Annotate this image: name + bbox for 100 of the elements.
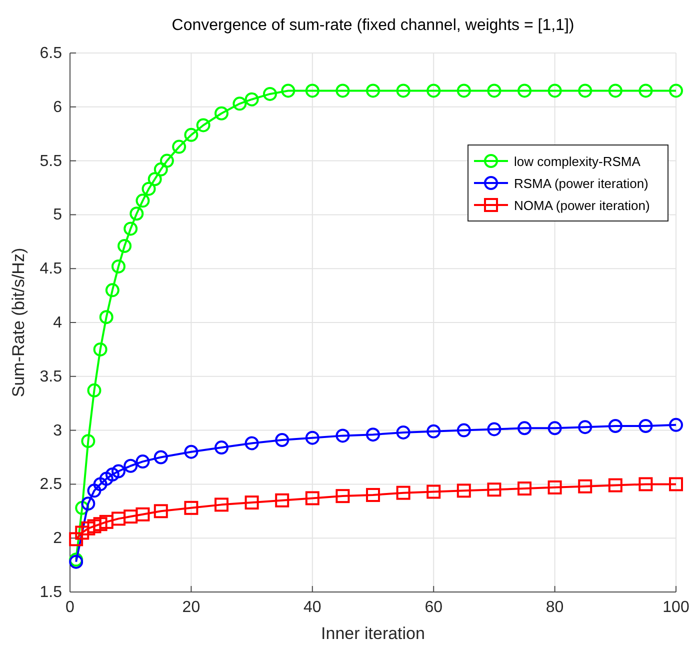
- point: [669, 84, 683, 98]
- point: [136, 194, 150, 208]
- point: [518, 84, 532, 98]
- point: [548, 421, 562, 436]
- point: [548, 84, 562, 98]
- legend-label: low complexity-RSMA: [514, 154, 641, 169]
- point: [118, 238, 132, 253]
- point: [487, 422, 502, 436]
- y-tick-label: 6.5: [40, 45, 62, 62]
- point: [426, 84, 441, 98]
- point: [281, 84, 296, 98]
- point: [244, 496, 259, 510]
- point: [93, 517, 108, 532]
- x-tick-label: 0: [66, 599, 75, 616]
- point: [608, 418, 622, 433]
- point: [305, 491, 320, 506]
- point: [244, 436, 259, 450]
- y-tick-label: 6: [53, 98, 62, 116]
- y-tick-label: 2.5: [40, 476, 62, 494]
- point: [456, 84, 471, 98]
- point: [81, 496, 96, 511]
- point: [99, 514, 114, 529]
- point: [105, 283, 120, 298]
- point: [81, 521, 96, 536]
- point: [111, 464, 126, 478]
- point: [111, 512, 126, 526]
- point: [548, 480, 562, 494]
- point: [608, 84, 622, 98]
- point: [336, 428, 350, 443]
- point: [366, 84, 380, 98]
- legend-label: NOMA (power iteration): [514, 198, 650, 213]
- point: [336, 84, 350, 98]
- point: [669, 477, 683, 492]
- point: [87, 484, 102, 498]
- point: [305, 84, 320, 98]
- y-tick-label: 1.5: [40, 584, 62, 601]
- point: [232, 96, 247, 111]
- point: [275, 493, 290, 508]
- point: [130, 206, 144, 221]
- y-axis-title: Sum-Rate (bit/s/Hz): [9, 248, 28, 398]
- point: [184, 500, 198, 515]
- point: [396, 84, 410, 98]
- point: [638, 84, 653, 98]
- point: [160, 154, 174, 168]
- point: [75, 500, 90, 515]
- point: [456, 484, 471, 498]
- y-tick-label: 3: [53, 422, 62, 440]
- point: [426, 424, 441, 438]
- x-tick-label: 80: [546, 599, 564, 616]
- point: [196, 118, 210, 132]
- point: [518, 421, 532, 436]
- point: [578, 420, 592, 434]
- point: [244, 92, 259, 106]
- point: [136, 454, 150, 469]
- point: [87, 383, 102, 398]
- y-tick-label: 4: [53, 314, 62, 332]
- point: [638, 477, 653, 492]
- point: [608, 478, 622, 492]
- point: [111, 259, 126, 274]
- point: [305, 430, 320, 445]
- point: [456, 423, 471, 438]
- point: [136, 507, 150, 522]
- point: [93, 342, 108, 356]
- y-tick-label: 5: [53, 206, 62, 224]
- point: [275, 433, 290, 447]
- point: [105, 468, 120, 482]
- point: [93, 477, 108, 492]
- point: [172, 140, 186, 154]
- point: [81, 434, 96, 448]
- point: [638, 418, 653, 433]
- x-tick-label: 40: [304, 599, 322, 616]
- point: [184, 128, 198, 142]
- point: [148, 172, 162, 186]
- point: [99, 472, 114, 486]
- point: [426, 484, 441, 499]
- point: [578, 84, 592, 98]
- point: [214, 440, 228, 455]
- point: [142, 182, 156, 196]
- point: [99, 310, 114, 324]
- point: [214, 106, 228, 120]
- point: [262, 86, 277, 101]
- point: [396, 486, 410, 500]
- point: [154, 162, 168, 176]
- legend-label: RSMA (power iteration): [514, 176, 648, 191]
- point: [669, 418, 683, 432]
- point: [154, 504, 168, 518]
- x-tick-label: 100: [662, 599, 690, 616]
- point: [124, 510, 138, 524]
- point: [366, 428, 380, 442]
- point: [396, 425, 410, 440]
- point: [518, 482, 532, 496]
- y-tick-label: 2: [53, 530, 62, 548]
- x-axis-title: Inner iteration: [321, 624, 425, 643]
- y-tick-label: 4.5: [40, 260, 62, 278]
- point: [154, 450, 168, 464]
- point: [487, 84, 502, 98]
- point: [336, 489, 350, 504]
- point: [214, 498, 228, 512]
- point: [487, 482, 502, 497]
- y-tick-label: 5.5: [40, 152, 62, 170]
